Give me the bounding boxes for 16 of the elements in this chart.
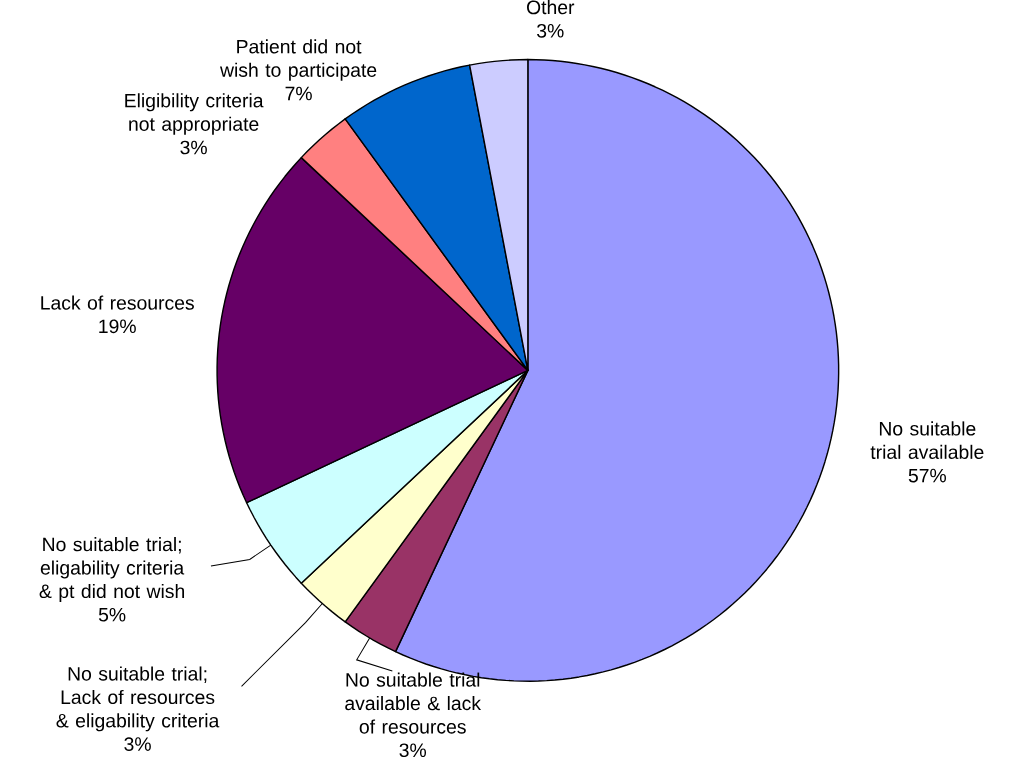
data-label: 3% — [124, 737, 151, 751]
data-label: 5% — [98, 607, 126, 622]
slice-label: No suitable trial; Lack of resources & eligability criteria — [56, 666, 220, 732]
data-label: 7% — [285, 86, 312, 101]
data-label: 3% — [537, 23, 564, 38]
data-label: 19% — [99, 319, 136, 334]
data-label: 57% — [908, 468, 946, 483]
data-label: 3% — [180, 140, 207, 155]
data-label: 3% — [399, 743, 427, 757]
slice-label: No suitable trial available & lack of resources — [345, 672, 482, 734]
legend-label: No suitable trial; eligability criteria & pt did not wish — [39, 536, 185, 602]
slice-label: Patient did not wish to participate — [220, 39, 377, 81]
slice-label: Other — [527, 0, 575, 15]
slice-label: No suitable trial available — [870, 421, 984, 459]
slice-label: Eligibility criteria not appropriate — [125, 93, 264, 135]
slice-label: Lack of resources — [41, 295, 194, 310]
